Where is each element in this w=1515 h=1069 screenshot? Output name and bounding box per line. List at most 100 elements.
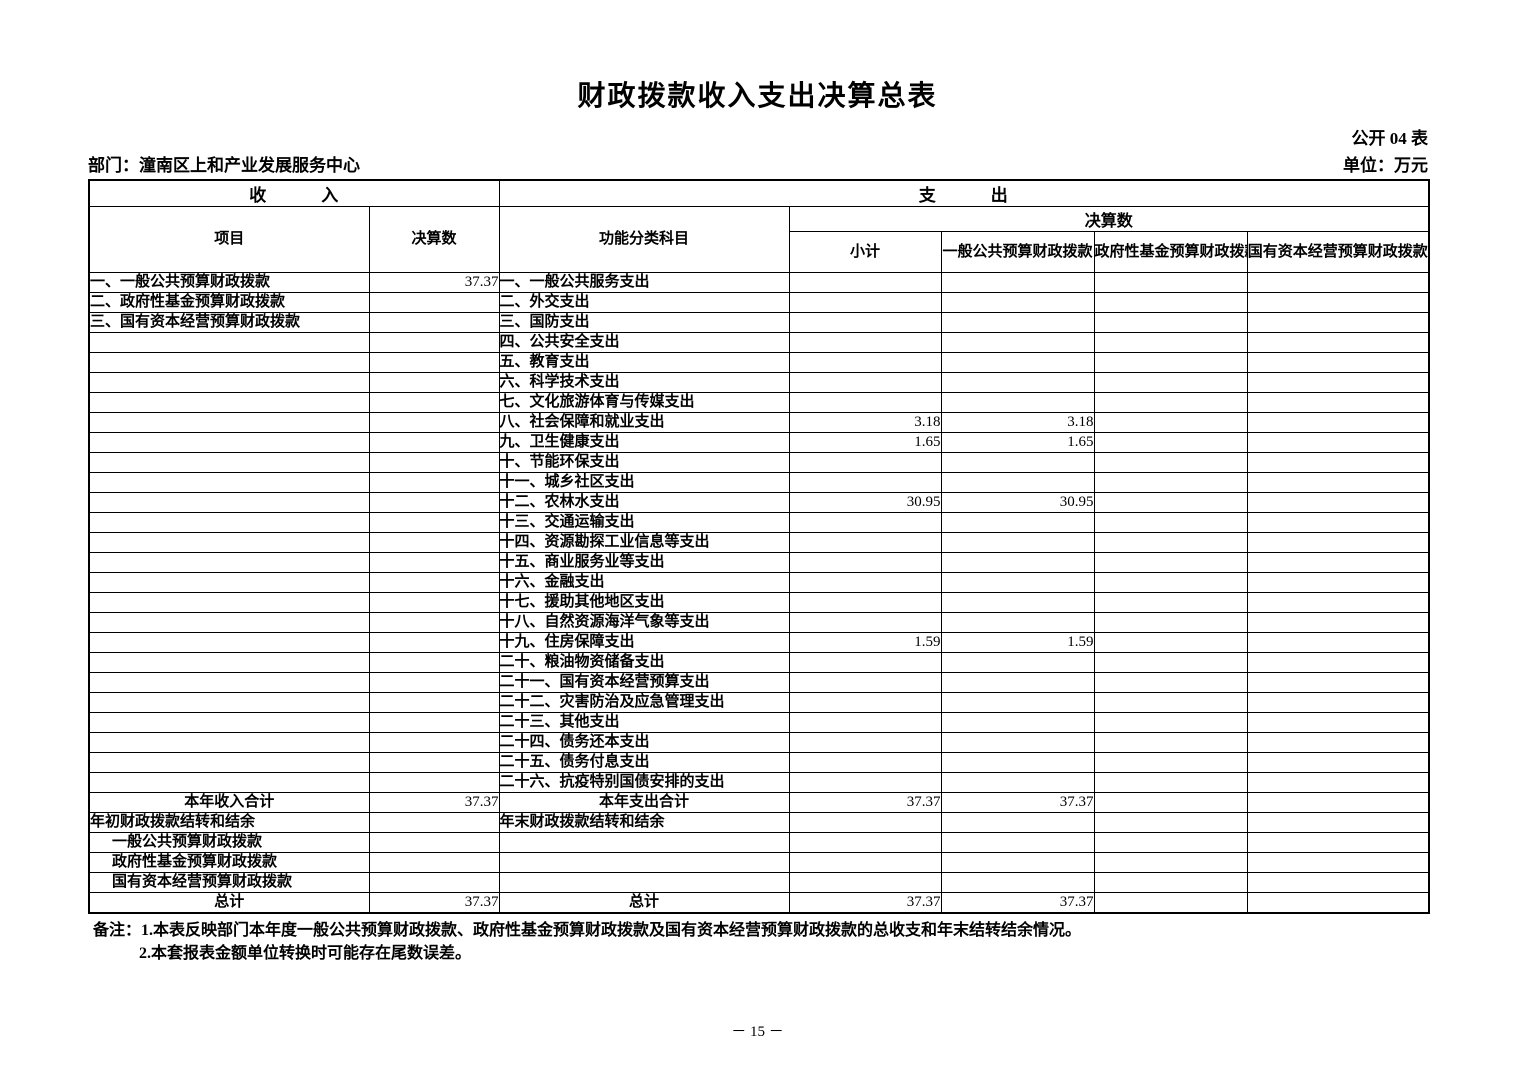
subtotal-value-cell: 37.37	[788, 792, 942, 813]
group-header-row: 项目 决算数 功能分类科目 决算数	[88, 206, 1430, 273]
income-value-cell	[368, 632, 500, 653]
income-value-cell	[368, 812, 500, 833]
state-capital-value-cell	[1246, 492, 1430, 513]
income-value-cell	[368, 452, 500, 473]
income-item-cell: 三、国有资本经营预算财政拨款	[88, 312, 370, 333]
income-value-cell	[368, 572, 500, 593]
general-budget-value-cell	[940, 832, 1095, 853]
general-budget-value-cell: 1.65	[940, 432, 1095, 453]
gov-fund-value-cell	[1093, 672, 1248, 693]
table-row: 年初财政拨款结转和结余 年末财政拨款结转和结余	[88, 812, 1430, 833]
state-capital-value-cell	[1246, 532, 1430, 553]
income-value-cell: 37.37	[368, 892, 500, 914]
income-value-cell	[368, 292, 500, 313]
subtotal-value-cell	[788, 312, 942, 333]
gov-fund-value-cell	[1093, 852, 1248, 873]
note-line-2: 2.本套报表金额单位转换时可能存在尾数误差。	[139, 945, 472, 962]
general-budget-value-cell	[940, 612, 1095, 633]
table-row: 一、一般公共预算财政拨款 37.37 一、一般公共服务支出	[88, 272, 1430, 293]
general-budget-value-cell: 30.95	[940, 492, 1095, 513]
expense-item-cell: 九、卫生健康支出	[498, 432, 790, 453]
table-row: 二十二、灾害防治及应急管理支出	[88, 692, 1430, 713]
expense-item-cell	[498, 832, 790, 853]
gov-fund-value-cell	[1093, 832, 1248, 853]
col-header-item: 项目	[88, 206, 370, 273]
income-item-cell	[88, 332, 370, 353]
subtotal-value-cell	[788, 272, 942, 293]
income-value-cell: 37.37	[368, 792, 500, 813]
table-row: 七、文化旅游体育与传媒支出	[88, 392, 1430, 413]
subtotal-value-cell: 1.65	[788, 432, 942, 453]
table-row: 九、卫生健康支出 1.65 1.65	[88, 432, 1430, 453]
expense-item-cell: 四、公共安全支出	[498, 332, 790, 353]
income-value-cell	[368, 652, 500, 673]
gov-fund-value-cell	[1093, 332, 1248, 353]
state-capital-value-cell	[1246, 512, 1430, 533]
subtotal-value-cell	[788, 372, 942, 393]
table-row: 二十五、债务付息支出	[88, 752, 1430, 773]
subtotal-value-cell: 3.18	[788, 412, 942, 433]
subtotal-value-cell	[788, 452, 942, 473]
state-capital-value-cell	[1246, 892, 1430, 914]
general-budget-value-cell	[940, 472, 1095, 493]
income-item-cell	[88, 452, 370, 473]
gov-fund-value-cell	[1093, 612, 1248, 633]
expense-item-cell: 二、外交支出	[498, 292, 790, 313]
income-item-cell	[88, 752, 370, 773]
income-item-cell	[88, 572, 370, 593]
gov-fund-value-cell	[1093, 652, 1248, 673]
general-budget-value-cell	[940, 392, 1095, 413]
income-value-cell	[368, 752, 500, 773]
table-row: 一般公共预算财政拨款	[88, 832, 1430, 853]
fiscal-table: 收 入 支 出 项目 决算数 功能分类科目 决算数 小计 一般公共预算财政拨款 …	[88, 179, 1431, 914]
general-budget-value-cell	[940, 872, 1095, 893]
expense-section-header: 支 出	[498, 179, 1430, 207]
general-budget-value-cell	[940, 292, 1095, 313]
state-capital-value-cell	[1246, 412, 1430, 433]
general-budget-value-cell	[940, 452, 1095, 473]
state-capital-value-cell	[1246, 612, 1430, 633]
state-capital-value-cell	[1246, 872, 1430, 893]
income-value-cell	[368, 612, 500, 633]
gov-fund-value-cell	[1093, 692, 1248, 713]
expense-item-cell: 六、科学技术支出	[498, 372, 790, 393]
expense-item-cell: 十五、商业服务业等支出	[498, 552, 790, 573]
table-body: 一、一般公共预算财政拨款 37.37 一、一般公共服务支出 二、政府性基金预算财…	[88, 272, 1430, 914]
general-budget-value-cell	[940, 652, 1095, 673]
table-row: 政府性基金预算财政拨款	[88, 852, 1430, 873]
expense-item-cell: 十九、住房保障支出	[498, 632, 790, 653]
table-row: 二十一、国有资本经营预算支出	[88, 672, 1430, 693]
income-item-cell	[88, 772, 370, 793]
gov-fund-value-cell	[1093, 532, 1248, 553]
gov-fund-value-cell	[1093, 792, 1248, 813]
col-header-state-capital: 国有资本经营预算财政拨款	[1246, 231, 1430, 273]
income-item-cell	[88, 692, 370, 713]
table-row: 本年收入合计 37.37 本年支出合计 37.37 37.37	[88, 792, 1430, 813]
expense-item-cell: 十、节能环保支出	[498, 452, 790, 473]
expense-item-cell	[498, 852, 790, 873]
income-item-cell	[88, 392, 370, 413]
table-row: 六、科学技术支出	[88, 372, 1430, 393]
table-row: 八、社会保障和就业支出 3.18 3.18	[88, 412, 1430, 433]
table-row: 十七、援助其他地区支出	[88, 592, 1430, 613]
subtotal-value-cell	[788, 872, 942, 893]
subtotal-value-cell	[788, 852, 942, 873]
income-item-cell	[88, 632, 370, 653]
income-item-cell: 一般公共预算财政拨款	[88, 832, 370, 853]
gov-fund-value-cell	[1093, 312, 1248, 333]
gov-fund-value-cell	[1093, 872, 1248, 893]
expense-item-cell: 十七、援助其他地区支出	[498, 592, 790, 613]
income-item-cell: 二、政府性基金预算财政拨款	[88, 292, 370, 313]
income-item-cell: 一、一般公共预算财政拨款	[88, 272, 370, 293]
subtotal-value-cell	[788, 472, 942, 493]
expense-item-cell: 十四、资源勘探工业信息等支出	[498, 532, 790, 553]
expense-item-cell: 二十二、灾害防治及应急管理支出	[498, 692, 790, 713]
col-header-income-final: 决算数	[368, 206, 500, 273]
general-budget-value-cell	[940, 272, 1095, 293]
table-row: 十八、自然资源海洋气象等支出	[88, 612, 1430, 633]
state-capital-value-cell	[1246, 812, 1430, 833]
general-budget-value-cell	[940, 712, 1095, 733]
gov-fund-value-cell	[1093, 572, 1248, 593]
expense-item-cell: 二十三、其他支出	[498, 712, 790, 733]
